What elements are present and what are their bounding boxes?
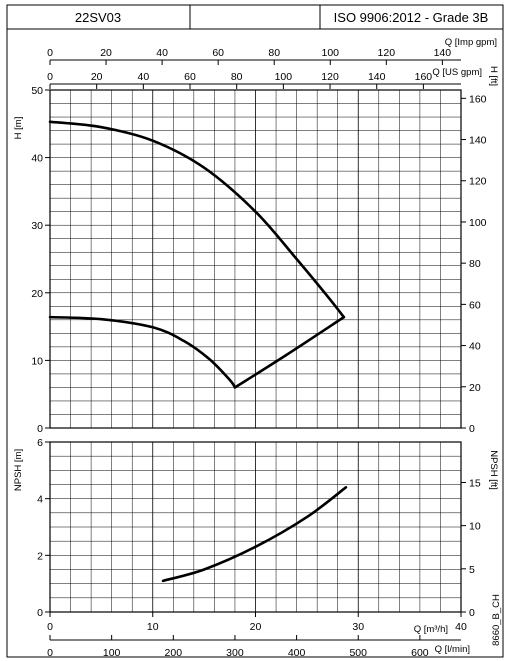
tick-label: 40 — [156, 47, 168, 59]
tick-label: 5 — [469, 564, 475, 576]
npsh-curve — [161, 486, 348, 583]
tick-label: 300 — [226, 647, 244, 659]
npsh-ylabel-right: NPSH [ft] — [488, 450, 499, 490]
header-box-blank — [189, 4, 321, 30]
head-grid — [50, 90, 461, 428]
tick-label: 60 — [469, 299, 481, 311]
tick-label: 15 — [469, 477, 481, 489]
tick-label: 160 — [469, 93, 487, 105]
npsh-left-axis: 0 2 4 6 — [37, 437, 50, 619]
tick-label: 500 — [349, 647, 367, 659]
tick-label: 60 — [212, 47, 224, 59]
tick-label: 160 — [415, 71, 433, 83]
tick-label: 100 — [469, 217, 487, 229]
outer-frame — [6, 28, 504, 658]
bottom-axis-lmin: 0 100 200 300 400 500 600 — [47, 635, 429, 659]
header: 22SV03 ISO 9906:2012 - Grade 3B — [6, 4, 504, 30]
head-ylabel: H [m] — [13, 117, 24, 140]
npsh-curves — [161, 486, 348, 583]
tick-label: 20 — [91, 71, 103, 83]
tick-label: 400 — [288, 647, 306, 659]
tick-label: 40 — [469, 341, 481, 353]
tick-label: 0 — [37, 423, 43, 435]
tick-label: 80 — [469, 258, 481, 270]
top-axis-imp: 0 20 40 60 80 100 120 140 — [47, 47, 451, 65]
tick-label: 2 — [37, 550, 43, 562]
head-curve-lower — [48, 315, 237, 389]
head-left-axis: 0 10 20 30 40 50 — [31, 85, 50, 435]
head-curves — [48, 120, 346, 389]
tick-label: 200 — [165, 647, 183, 659]
tick-label: 120 — [321, 71, 339, 83]
tick-label: 10 — [147, 621, 159, 633]
bottom-axis-lmin-label: Q [l/min] — [435, 644, 470, 655]
tick-label: 140 — [469, 135, 487, 147]
tick-label: 20 — [100, 47, 112, 59]
tick-label: 140 — [434, 47, 452, 59]
tick-label: 100 — [103, 647, 121, 659]
tick-label: 20 — [250, 621, 262, 633]
npsh-grid — [50, 442, 461, 612]
tick-label: 0 — [47, 647, 53, 659]
tick-label: 40 — [31, 153, 43, 165]
tick-label: 30 — [352, 621, 364, 633]
header-model: 22SV03 — [75, 10, 121, 25]
tick-label: 0 — [469, 423, 475, 435]
bottom-axis-m3h-label: Q [m³/h] — [414, 624, 448, 635]
tick-label: 4 — [37, 494, 43, 506]
tick-label: 120 — [469, 176, 487, 188]
top-axis-imp-label: Q [Imp gpm] — [445, 37, 497, 48]
top-axes: 0 20 40 60 80 100 120 140 0 20 40 60 80 100 120 140 160… — [47, 37, 497, 89]
head-plot-frame — [49, 89, 462, 429]
npsh-right-axis: 0 5 10 15 — [461, 477, 481, 619]
header-standard: ISO 9906:2012 - Grade 3B — [334, 10, 489, 25]
tick-label: 140 — [368, 71, 386, 83]
head-curve-upper — [48, 120, 346, 319]
tick-label: 20 — [31, 288, 43, 300]
tick-label: 0 — [37, 607, 43, 619]
top-axis-us: 0 20 40 60 80 100 120 140 160 — [47, 71, 432, 89]
tick-label: 100 — [321, 47, 339, 59]
tick-label: 40 — [455, 621, 467, 633]
tick-label: 0 — [47, 47, 53, 59]
tick-label: 10 — [31, 355, 43, 367]
tick-label: 10 — [469, 521, 481, 533]
tick-label: 0 — [47, 621, 53, 633]
tick-label: 20 — [469, 382, 481, 394]
npsh-ylabel: NPSH [m] — [13, 449, 24, 491]
bottom-axis-m3h: 0 10 20 30 40 — [47, 612, 467, 633]
head-right-axis: 0 20 40 60 80 100 120 140 160 — [461, 93, 487, 435]
tick-label: 0 — [469, 607, 475, 619]
tick-label: 50 — [31, 85, 43, 97]
head-curve-lower-return — [233, 315, 346, 389]
tick-label: 80 — [231, 71, 243, 83]
tick-label: 0 — [47, 71, 53, 83]
tick-label: 30 — [31, 220, 43, 232]
tick-label: 120 — [378, 47, 396, 59]
head-ylabel-right: H [ft] — [488, 66, 499, 86]
tick-label: 80 — [268, 47, 280, 59]
tick-label: 60 — [184, 71, 196, 83]
top-axis-us-label: Q [US gpm] — [432, 67, 482, 78]
tick-label: 600 — [411, 647, 429, 659]
tick-label: 40 — [138, 71, 150, 83]
footer-code: 8660_B_CH — [491, 594, 502, 646]
tick-label: 100 — [275, 71, 293, 83]
tick-label: 6 — [37, 437, 43, 449]
